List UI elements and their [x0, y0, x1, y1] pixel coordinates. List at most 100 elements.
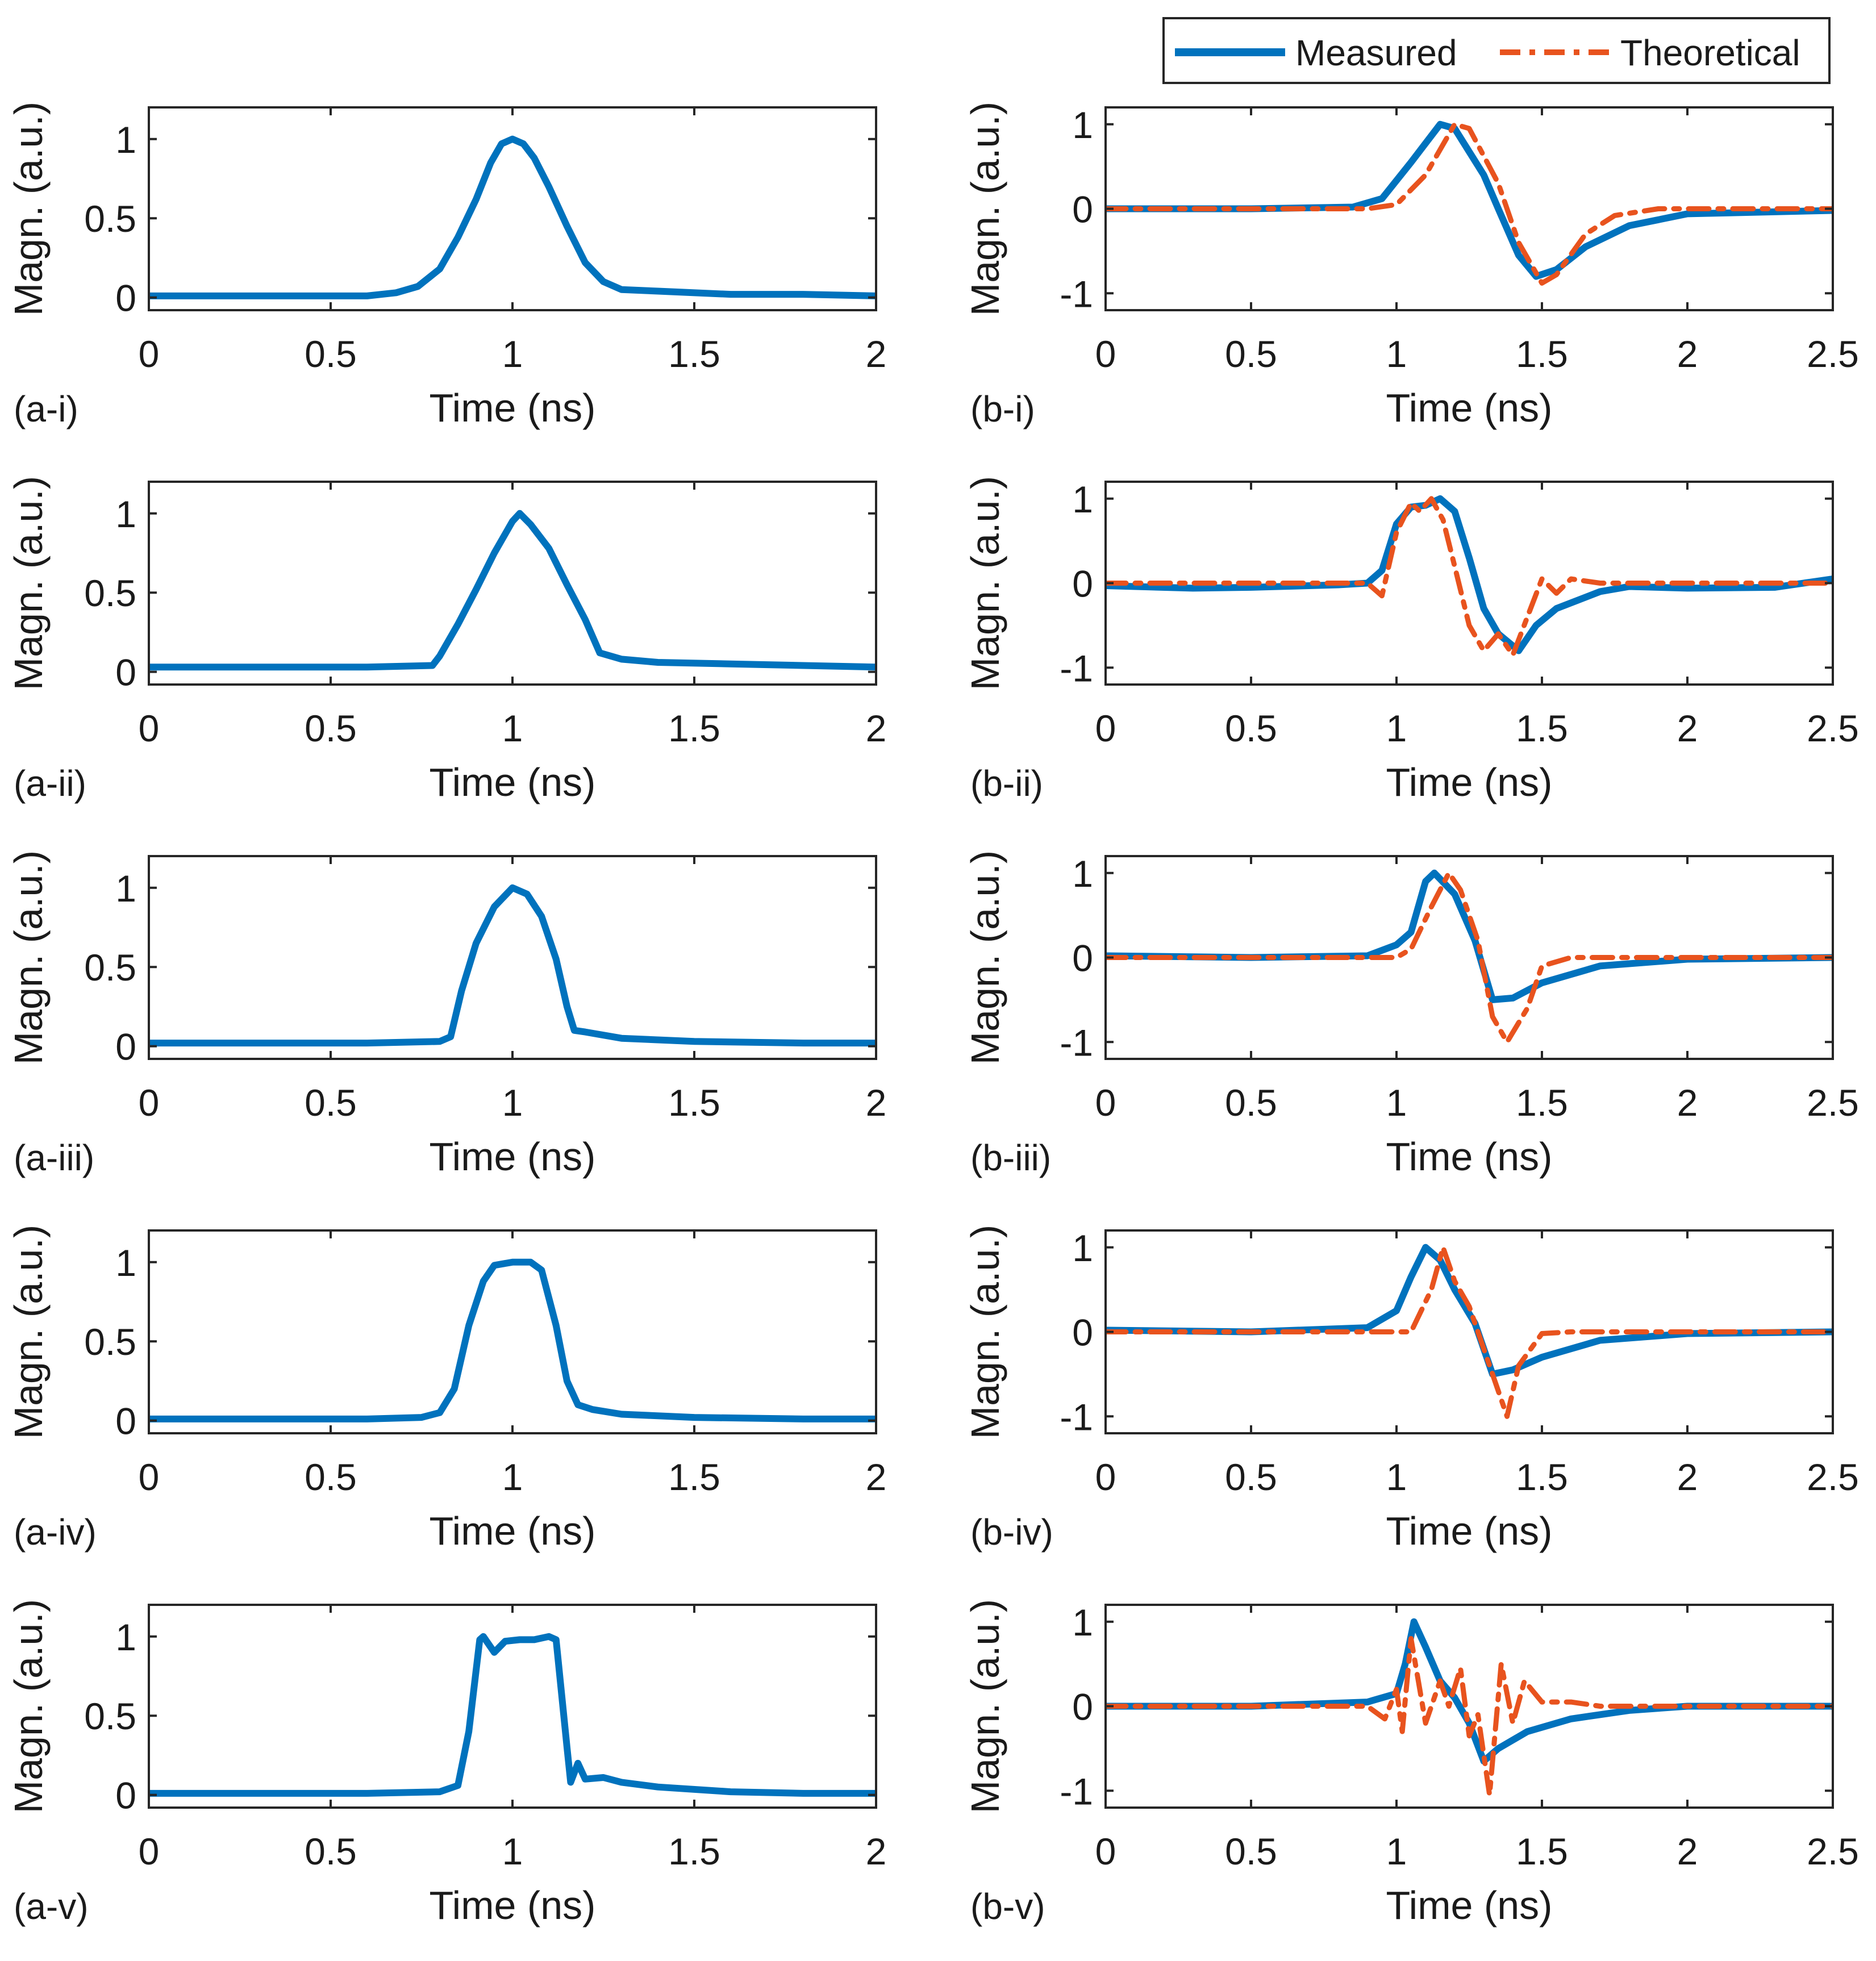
panel-b-i-xtick-label: 2	[1677, 333, 1698, 375]
panel-b-ii-measured-line	[1106, 495, 1833, 654]
panel-a-iii-ytick-label: 0	[115, 1026, 136, 1068]
panel-b-iii-xtick-label: 0	[1095, 1082, 1116, 1124]
panel-a-iv-xtick-label: 2	[866, 1456, 887, 1498]
panel-a-i-ylabel: Magn. (a.u.)	[6, 102, 51, 316]
panel-b-ii-ytick-label: 0	[1072, 563, 1093, 605]
panel-b-iv-ytick-label: -1	[1060, 1396, 1093, 1438]
panel-b-v-ytick-label: -1	[1060, 1770, 1093, 1812]
panel-b-iv-xtick-label: 0.5	[1225, 1456, 1277, 1498]
panel-b-i-xlabel: Time (ns)	[1386, 386, 1553, 430]
panel-a-ii-measured-line	[149, 510, 876, 671]
panel-b-iii-xtick-label: 0.5	[1225, 1082, 1277, 1124]
panel-b-i-ytick-label: 0	[1072, 189, 1093, 231]
panel-a-iv-xtick-label: 1.5	[668, 1456, 720, 1498]
panel-a-ii-ytick-label: 1	[115, 493, 136, 535]
panel-b-v-xtick-label: 2.5	[1807, 1830, 1859, 1872]
panel-a-iii-xtick-label: 0	[139, 1082, 160, 1124]
panel-b-v-xlabel: Time (ns)	[1386, 1883, 1553, 1927]
panel-b-iv-xtick-label: 0	[1095, 1456, 1116, 1498]
panel-b-v-ytick-label: 1	[1072, 1601, 1093, 1643]
panel-a-v-ytick-label: 0.5	[84, 1695, 136, 1737]
panel-a-v-xtick-label: 2	[866, 1830, 887, 1872]
panel-a-i-xtick-label: 2	[866, 333, 887, 375]
panel-a-iii-xtick-label: 1.5	[668, 1082, 720, 1124]
panel-a-v-ylabel: Magn. (a.u.)	[6, 1599, 51, 1813]
panel-b-iv-ylabel: Magn. (a.u.)	[963, 1225, 1007, 1439]
panel-b-iv-ytick-label: 0	[1072, 1312, 1093, 1354]
panel-b-iv-label: (b-iv)	[970, 1512, 1053, 1553]
panel-a-iv-ytick-label: 1	[115, 1242, 136, 1284]
panel-b-i-theoretical-line	[1106, 122, 1833, 286]
panel-b-v-xtick-label: 2	[1677, 1830, 1698, 1872]
panel-a-iv-ytick-label: 0.5	[84, 1321, 136, 1363]
panel-a-i-xtick-label: 0.5	[305, 333, 357, 375]
panel-b-i-ytick-label: 1	[1072, 104, 1093, 146]
panel-b-v-ylabel: Magn. (a.u.)	[963, 1599, 1007, 1813]
panel-a-i-ytick-label: 0	[115, 277, 136, 319]
panel-b-ii-ytick-label: -1	[1060, 647, 1093, 689]
panel-b-i-label: (b-i)	[970, 389, 1035, 429]
panel-a-ii-xtick-label: 1.5	[668, 707, 720, 749]
panel-a-iv-xtick-label: 0	[139, 1456, 160, 1498]
panel-b-ii-xtick-label: 0	[1095, 707, 1116, 749]
panel-b-iv-ytick-label: 1	[1072, 1227, 1093, 1269]
panel-b-iv-xtick-label: 1	[1386, 1456, 1407, 1498]
panel-b-i-xtick-label: 1	[1386, 333, 1407, 375]
panel-b-iii-xtick-label: 2.5	[1807, 1082, 1859, 1124]
panel-a-iv-xlabel: Time (ns)	[430, 1509, 596, 1553]
panel-a-v-xtick-label: 0.5	[305, 1830, 357, 1872]
panel-b-iv-xtick-label: 2.5	[1807, 1456, 1859, 1498]
panel-a-iii-measured-line	[149, 884, 876, 1047]
panel-a-v-ytick-label: 1	[115, 1616, 136, 1658]
panel-a-i-ytick-label: 0.5	[84, 198, 136, 240]
panel-a-iii-ytick-label: 0.5	[84, 946, 136, 988]
panel-a-i-xlabel: Time (ns)	[430, 386, 596, 430]
panel-b-ii-xtick-label: 1.5	[1516, 707, 1568, 749]
panel-b-v-xtick-label: 1	[1386, 1830, 1407, 1872]
panel-a-ii-ytick-label: 0.5	[84, 572, 136, 614]
panel-a-iii-xtick-label: 1	[502, 1082, 523, 1124]
legend-theoretical-label: Theoretical	[1620, 32, 1800, 73]
panel-b-ii-xtick-label: 0.5	[1225, 707, 1277, 749]
panel-a-iv-xtick-label: 0.5	[305, 1456, 357, 1498]
panel-a-iii-xtick-label: 0.5	[305, 1082, 357, 1124]
panel-b-iii-xtick-label: 1	[1386, 1082, 1407, 1124]
panel-b-v-xtick-label: 0.5	[1225, 1830, 1277, 1872]
panel-b-iii-xtick-label: 1.5	[1516, 1082, 1568, 1124]
panel-a-iv-label: (a-iv)	[14, 1512, 97, 1553]
panel-b-v-label: (b-v)	[970, 1886, 1045, 1927]
panel-b-iii-ylabel: Magn. (a.u.)	[963, 850, 1007, 1065]
panel-b-i-xtick-label: 0	[1095, 333, 1116, 375]
panel-b-v-xtick-label: 1.5	[1516, 1830, 1568, 1872]
panel-a-i-xtick-label: 0	[139, 333, 160, 375]
panel-a-i-label: (a-i)	[14, 389, 78, 429]
panel-b-i-measured-line	[1106, 120, 1833, 280]
panel-b-iii-xtick-label: 2	[1677, 1082, 1698, 1124]
panel-a-v-xlabel: Time (ns)	[430, 1883, 596, 1927]
panel-b-i-ytick-label: -1	[1060, 273, 1093, 315]
panel-a-v-label: (a-v)	[14, 1886, 89, 1927]
panel-b-i-ylabel: Magn. (a.u.)	[963, 102, 1007, 316]
panel-b-iv-xtick-label: 2	[1677, 1456, 1698, 1498]
panel-b-iii-label: (b-iii)	[970, 1137, 1051, 1178]
panel-a-iii-ylabel: Magn. (a.u.)	[6, 850, 51, 1065]
panel-b-iii-xlabel: Time (ns)	[1386, 1134, 1553, 1179]
panel-b-iv-measured-line	[1106, 1244, 1833, 1378]
legend-measured-label: Measured	[1295, 32, 1457, 73]
panel-a-v-xtick-label: 1	[502, 1830, 523, 1872]
panel-b-i-xtick-label: 1.5	[1516, 333, 1568, 375]
panel-a-v-axes-frame	[148, 1604, 877, 1809]
panel-b-iii-ytick-label: -1	[1060, 1021, 1093, 1063]
panel-b-iii-theoretical-line	[1106, 870, 1833, 1045]
panel-b-v-measured-line	[1106, 1618, 1833, 1765]
panel-b-ii-ylabel: Magn. (a.u.)	[963, 476, 1007, 690]
panel-a-iv-ytick-label: 0	[115, 1400, 136, 1442]
panel-a-iii-xtick-label: 2	[866, 1082, 887, 1124]
panel-b-ii-xtick-label: 2	[1677, 707, 1698, 749]
panel-a-ii-xlabel: Time (ns)	[430, 760, 596, 804]
panel-a-ii-xtick-label: 1	[502, 707, 523, 749]
panel-b-iv-xlabel: Time (ns)	[1386, 1509, 1553, 1553]
panel-a-ii-label: (a-ii)	[14, 763, 86, 804]
panel-b-ii-label: (b-ii)	[970, 763, 1043, 804]
